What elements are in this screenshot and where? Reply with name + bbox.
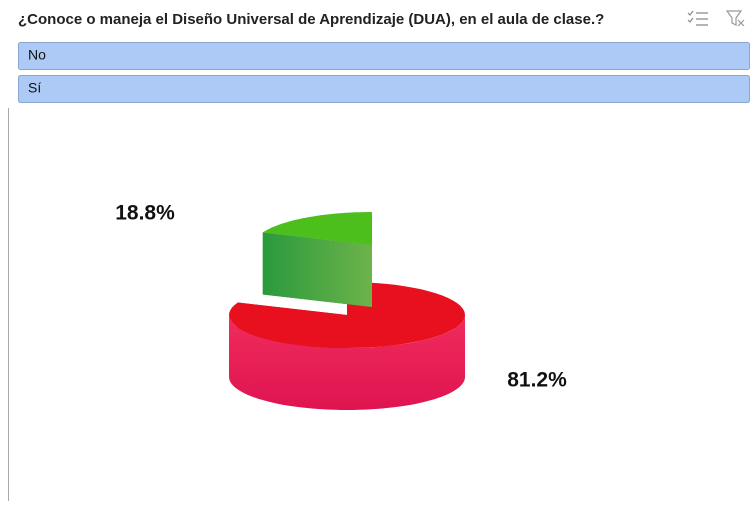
clear-filter-icon[interactable]: [725, 10, 745, 27]
slicer-item-label: No: [28, 47, 46, 63]
data-label: 18.8%: [115, 202, 175, 225]
pie-slice: [229, 282, 465, 348]
multi-select-icon[interactable]: [687, 10, 708, 26]
pie-slice-front: [262, 232, 372, 307]
data-label: 81.2%: [507, 369, 567, 392]
slicer-item-label: Sí: [28, 80, 41, 96]
pie: [229, 212, 465, 410]
pie-slice-wall: [229, 315, 465, 410]
pie-slice: [262, 212, 372, 245]
slicer-title: ¿Conoce o maneja el Diseño Universal de …: [18, 11, 604, 28]
slicer-item[interactable]: [18, 75, 750, 103]
slicer-item[interactable]: [18, 42, 750, 70]
